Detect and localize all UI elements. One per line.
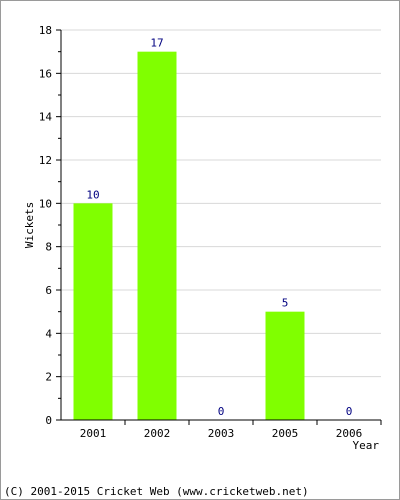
data-label-2003: 0 — [218, 405, 225, 418]
x-tick-label: 2002 — [144, 427, 171, 440]
x-tick-label: 2003 — [208, 427, 235, 440]
y-tick-label: 0 — [45, 414, 52, 427]
y-tick-label: 10 — [39, 197, 52, 210]
data-label-2006: 0 — [346, 405, 353, 418]
bars — [73, 51, 305, 421]
bar-2005 — [265, 311, 305, 420]
x-axis-label: Year — [353, 439, 380, 452]
x-tick-label: 2005 — [272, 427, 299, 440]
data-label-2005: 5 — [282, 297, 289, 310]
y-tick-label: 4 — [45, 327, 52, 340]
y-tick-label: 16 — [39, 67, 52, 80]
x-tick-label: 2006 — [336, 427, 363, 440]
y-tick-label: 2 — [45, 371, 52, 384]
x-tick-label: 2001 — [80, 427, 107, 440]
y-tick-label: 6 — [45, 284, 52, 297]
y-tick-label: 8 — [45, 241, 52, 254]
y-tick-label: 18 — [39, 24, 52, 37]
y-axis-ticks: 0 2 4 6 8 10 12 14 16 18 — [39, 24, 61, 427]
copyright-footer: (C) 2001-2015 Cricket Web (www.cricketwe… — [4, 485, 309, 498]
data-label-2001: 10 — [86, 188, 99, 201]
data-label-2002: 17 — [150, 37, 163, 50]
grid-lines — [61, 29, 381, 378]
bar-2001 — [73, 203, 113, 420]
data-labels: 10 17 0 5 0 — [86, 37, 352, 418]
bar-2002 — [137, 51, 177, 421]
x-axis-ticks: 2001 2002 2003 2005 2006 — [80, 420, 382, 440]
y-axis-label: Wickets — [23, 202, 36, 248]
y-tick-label: 14 — [39, 111, 53, 124]
y-tick-label: 12 — [39, 154, 52, 167]
